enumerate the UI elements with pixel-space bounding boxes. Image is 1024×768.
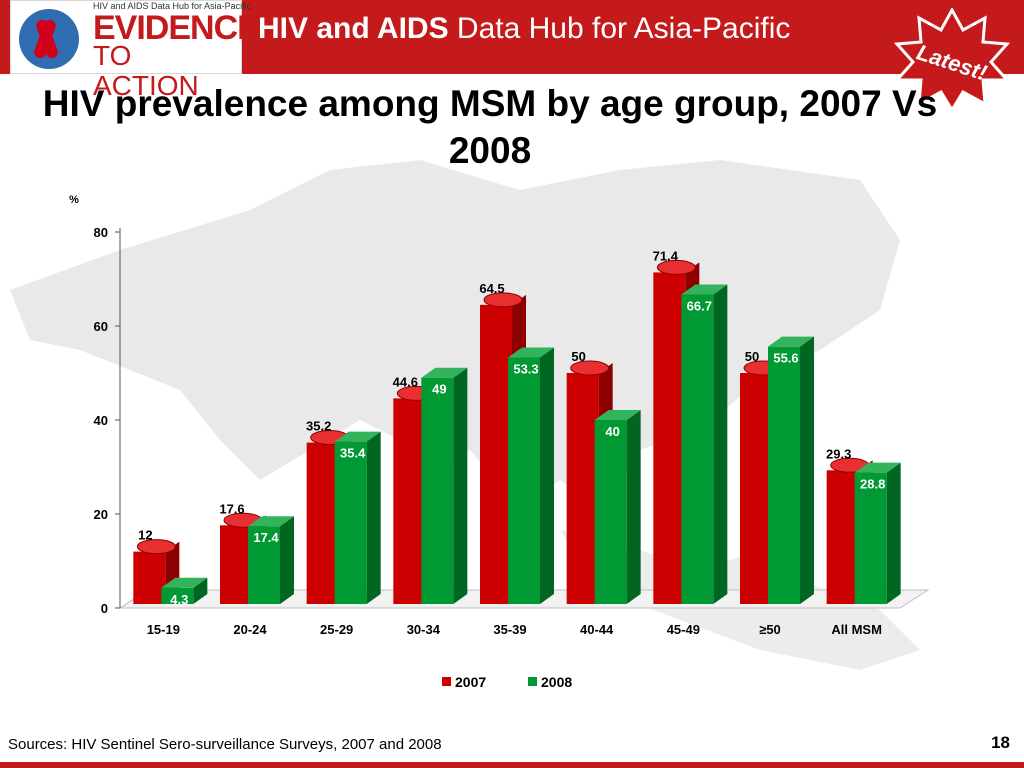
bar-2008-top [508,347,554,358]
x-tick-label: 20-24 [233,622,267,637]
header-title-bold: HIV and AIDS [258,12,449,45]
y-tick-label: 60 [94,319,108,334]
bar-2007 [480,304,512,604]
bar-2008-side [366,431,381,604]
bar-2008 [161,587,194,604]
bar-2008-side [540,347,554,604]
bar-2008 [768,346,800,604]
data-label-2008: 17.4 [253,530,279,545]
data-label-2007: 50 [571,349,585,364]
data-label-2008: 28.8 [860,477,885,492]
x-tick-label: 40-44 [580,622,614,637]
bar-2008-top [161,577,208,588]
data-label-2007: 12 [138,528,152,543]
bar-chart: % 0 20 40 60 80 12 4.3 15-19 17.6 17.4 20-24 35.2 35.… [69,194,930,690]
bar-2007 [133,551,166,604]
y-tick-label: 80 [94,225,108,240]
bar-2008-side [453,367,468,604]
data-label-2007: 44.6 [393,374,418,389]
y-tick-label: 20 [94,507,108,522]
y-tick-label: 0 [101,601,108,616]
logo-evidence-text: EVIDENCE [93,9,260,47]
data-label-2007: 35.2 [306,419,331,434]
bar-2008-top [248,516,294,527]
bar-2007 [306,442,339,604]
data-label-2008: 40 [605,424,619,439]
bar-2008-side [800,336,814,604]
bar-2008-top [334,431,381,442]
x-tick-label: 25-29 [320,622,353,637]
bar-2008 [334,441,367,604]
bar-2008 [854,472,887,604]
evidence-to-action-logo[interactable]: HIV and AIDS Data Hub for Asia-Pacific E… [10,0,260,101]
sources-note: Sources: HIV Sentinel Sero-surveillance … [8,736,442,753]
bar-2007 [653,272,686,604]
legend-swatch-2008 [528,677,537,686]
bar-2008-side [280,516,294,604]
data-label-2007: 17.6 [219,501,244,516]
bar-2008 [594,420,627,604]
bar-2007-top [483,292,523,308]
legend-label-2007: 2007 [455,674,486,690]
data-label-2008: 66.7 [687,299,712,314]
bar-2008-top [594,410,641,420]
x-tick-label: 45-49 [667,622,700,637]
header-title-rest: Data Hub for Asia-Pacific [448,12,791,45]
data-label-2007: 50 [745,349,759,364]
page-number: 18 [991,733,1010,752]
bar-2007 [740,373,772,604]
bar-2007-top [656,259,696,275]
logo-action-text: TO ACTION [93,40,199,101]
bar-2007 [566,373,599,604]
bar-2008-side [886,462,901,604]
data-label-2008: 4.3 [170,592,188,607]
bar-2008-top [681,284,728,295]
data-label-2007: 64.5 [479,281,504,296]
data-label-2007: 71.4 [653,248,679,263]
x-tick-label: ≥50 [759,622,781,637]
legend-label-2008: 2008 [541,674,572,690]
bar-2008-top [854,462,901,473]
bar-2007 [393,398,426,604]
data-label-2007: 29.3 [826,446,851,461]
bar-2008-side [193,577,208,604]
latest-badge-icon[interactable]: Latest! [893,8,1011,112]
bar-2008-top [768,336,814,347]
bottom-bar [0,762,1024,768]
bar-2007-top [136,539,176,555]
data-label-2008: 53.3 [513,361,538,376]
y-tick-label: 40 [94,413,108,428]
bar-2008 [508,357,540,604]
bar-2007 [826,470,859,604]
y-axis-unit: % [69,194,79,206]
legend-swatch-2007 [442,677,451,686]
bar-2007-top [570,360,610,376]
x-tick-label: All MSM [831,622,882,637]
data-label-2008: 55.6 [773,351,798,366]
header-title: HIV and AIDS Data Hub for Asia-Pacific [258,12,790,46]
bar-2007 [220,525,252,604]
bar-2008 [421,377,454,604]
bar-2008-top [421,367,468,378]
bar-2008 [248,526,280,604]
slide-title: HIV prevalence among MSM by age group, 2… [42,83,938,171]
bar-2008-side [626,410,641,604]
x-tick-label: 15-19 [147,622,180,637]
logo-subtitle: HIV and AIDS Data Hub for Asia-Pacific [93,1,252,11]
data-label-2008: 35.4 [340,446,366,461]
bar-2008-side [713,284,728,604]
x-tick-label: 35-39 [493,622,526,637]
x-tick-label: 30-34 [407,622,441,637]
bar-2008 [681,294,714,604]
data-label-2008: 49 [432,382,446,397]
